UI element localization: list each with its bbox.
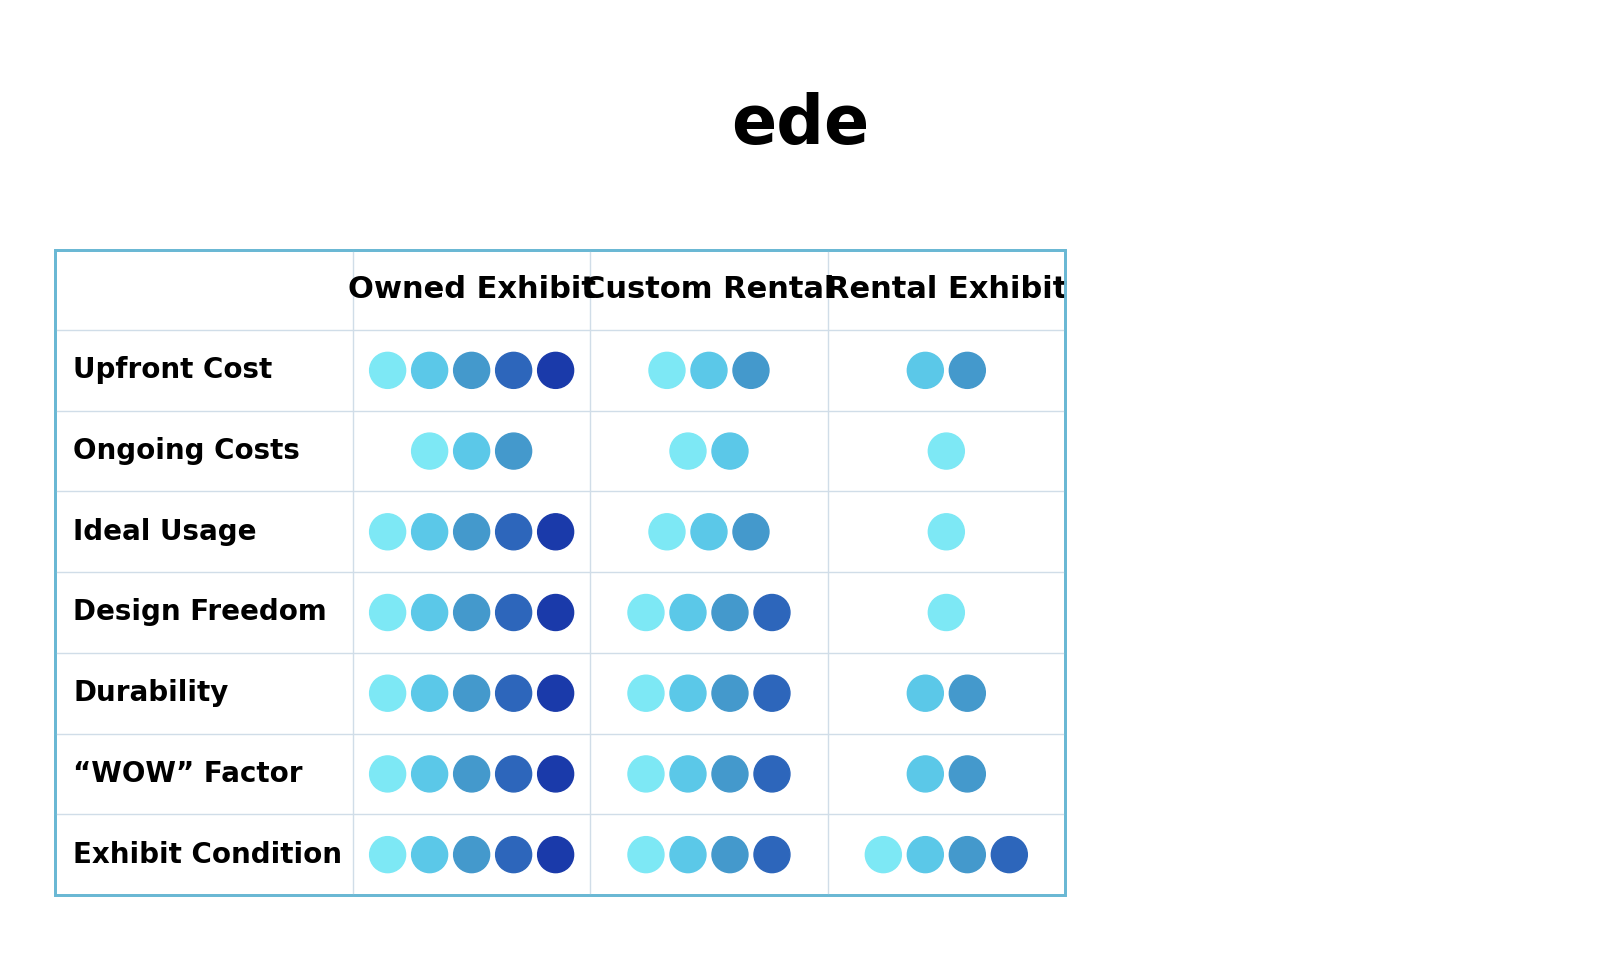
Circle shape — [370, 353, 406, 388]
Circle shape — [538, 756, 574, 792]
Circle shape — [691, 353, 726, 388]
Text: Custom Rental: Custom Rental — [584, 275, 835, 305]
Text: Exhibit Condition: Exhibit Condition — [74, 841, 342, 868]
Text: Ideal Usage: Ideal Usage — [74, 517, 256, 546]
Circle shape — [370, 837, 406, 872]
Circle shape — [496, 837, 531, 872]
Circle shape — [712, 595, 747, 630]
Circle shape — [370, 514, 406, 550]
Circle shape — [712, 675, 747, 711]
Circle shape — [411, 756, 448, 792]
Circle shape — [992, 837, 1027, 872]
Text: Durability: Durability — [74, 679, 229, 708]
Circle shape — [650, 514, 685, 550]
Text: Design Freedom: Design Freedom — [74, 599, 326, 626]
Circle shape — [411, 837, 448, 872]
Circle shape — [907, 837, 944, 872]
Circle shape — [712, 837, 747, 872]
Circle shape — [454, 837, 490, 872]
Circle shape — [627, 675, 664, 711]
Circle shape — [454, 514, 490, 550]
Circle shape — [754, 595, 790, 630]
Circle shape — [866, 837, 901, 872]
Circle shape — [733, 353, 770, 388]
Circle shape — [496, 595, 531, 630]
Circle shape — [907, 756, 944, 792]
Text: Ongoing Costs: Ongoing Costs — [74, 437, 299, 465]
Circle shape — [928, 595, 965, 630]
Circle shape — [496, 433, 531, 469]
Circle shape — [754, 675, 790, 711]
Circle shape — [454, 756, 490, 792]
Bar — [54, 250, 1066, 895]
Circle shape — [949, 353, 986, 388]
Circle shape — [538, 837, 574, 872]
Circle shape — [907, 353, 944, 388]
Circle shape — [496, 353, 531, 388]
Circle shape — [691, 514, 726, 550]
Circle shape — [411, 433, 448, 469]
Circle shape — [928, 514, 965, 550]
Bar — [54, 250, 1066, 895]
Circle shape — [370, 756, 406, 792]
Circle shape — [454, 675, 490, 711]
Circle shape — [411, 675, 448, 711]
Circle shape — [496, 514, 531, 550]
Circle shape — [627, 595, 664, 630]
Circle shape — [538, 514, 574, 550]
Circle shape — [712, 756, 747, 792]
Circle shape — [754, 837, 790, 872]
Circle shape — [538, 353, 574, 388]
Text: Owned Exhibit: Owned Exhibit — [347, 275, 595, 305]
Circle shape — [454, 433, 490, 469]
Circle shape — [411, 514, 448, 550]
Circle shape — [496, 675, 531, 711]
Circle shape — [627, 756, 664, 792]
Circle shape — [538, 595, 574, 630]
Circle shape — [370, 675, 406, 711]
Circle shape — [454, 595, 490, 630]
Circle shape — [712, 433, 747, 469]
Text: “WOW” Factor: “WOW” Factor — [74, 760, 302, 788]
Circle shape — [627, 837, 664, 872]
Circle shape — [370, 595, 406, 630]
Text: ede: ede — [731, 92, 869, 158]
Circle shape — [949, 837, 986, 872]
Circle shape — [650, 353, 685, 388]
Text: Upfront Cost: Upfront Cost — [74, 357, 272, 384]
Circle shape — [907, 675, 944, 711]
Circle shape — [411, 595, 448, 630]
Circle shape — [670, 675, 706, 711]
Circle shape — [754, 756, 790, 792]
Circle shape — [496, 756, 531, 792]
Circle shape — [670, 595, 706, 630]
Text: Rental Exhibit: Rental Exhibit — [826, 275, 1067, 305]
Circle shape — [538, 675, 574, 711]
Circle shape — [928, 433, 965, 469]
Circle shape — [949, 756, 986, 792]
Circle shape — [454, 353, 490, 388]
Circle shape — [670, 756, 706, 792]
Circle shape — [411, 353, 448, 388]
Circle shape — [670, 433, 706, 469]
Circle shape — [733, 514, 770, 550]
Circle shape — [949, 675, 986, 711]
Circle shape — [670, 837, 706, 872]
